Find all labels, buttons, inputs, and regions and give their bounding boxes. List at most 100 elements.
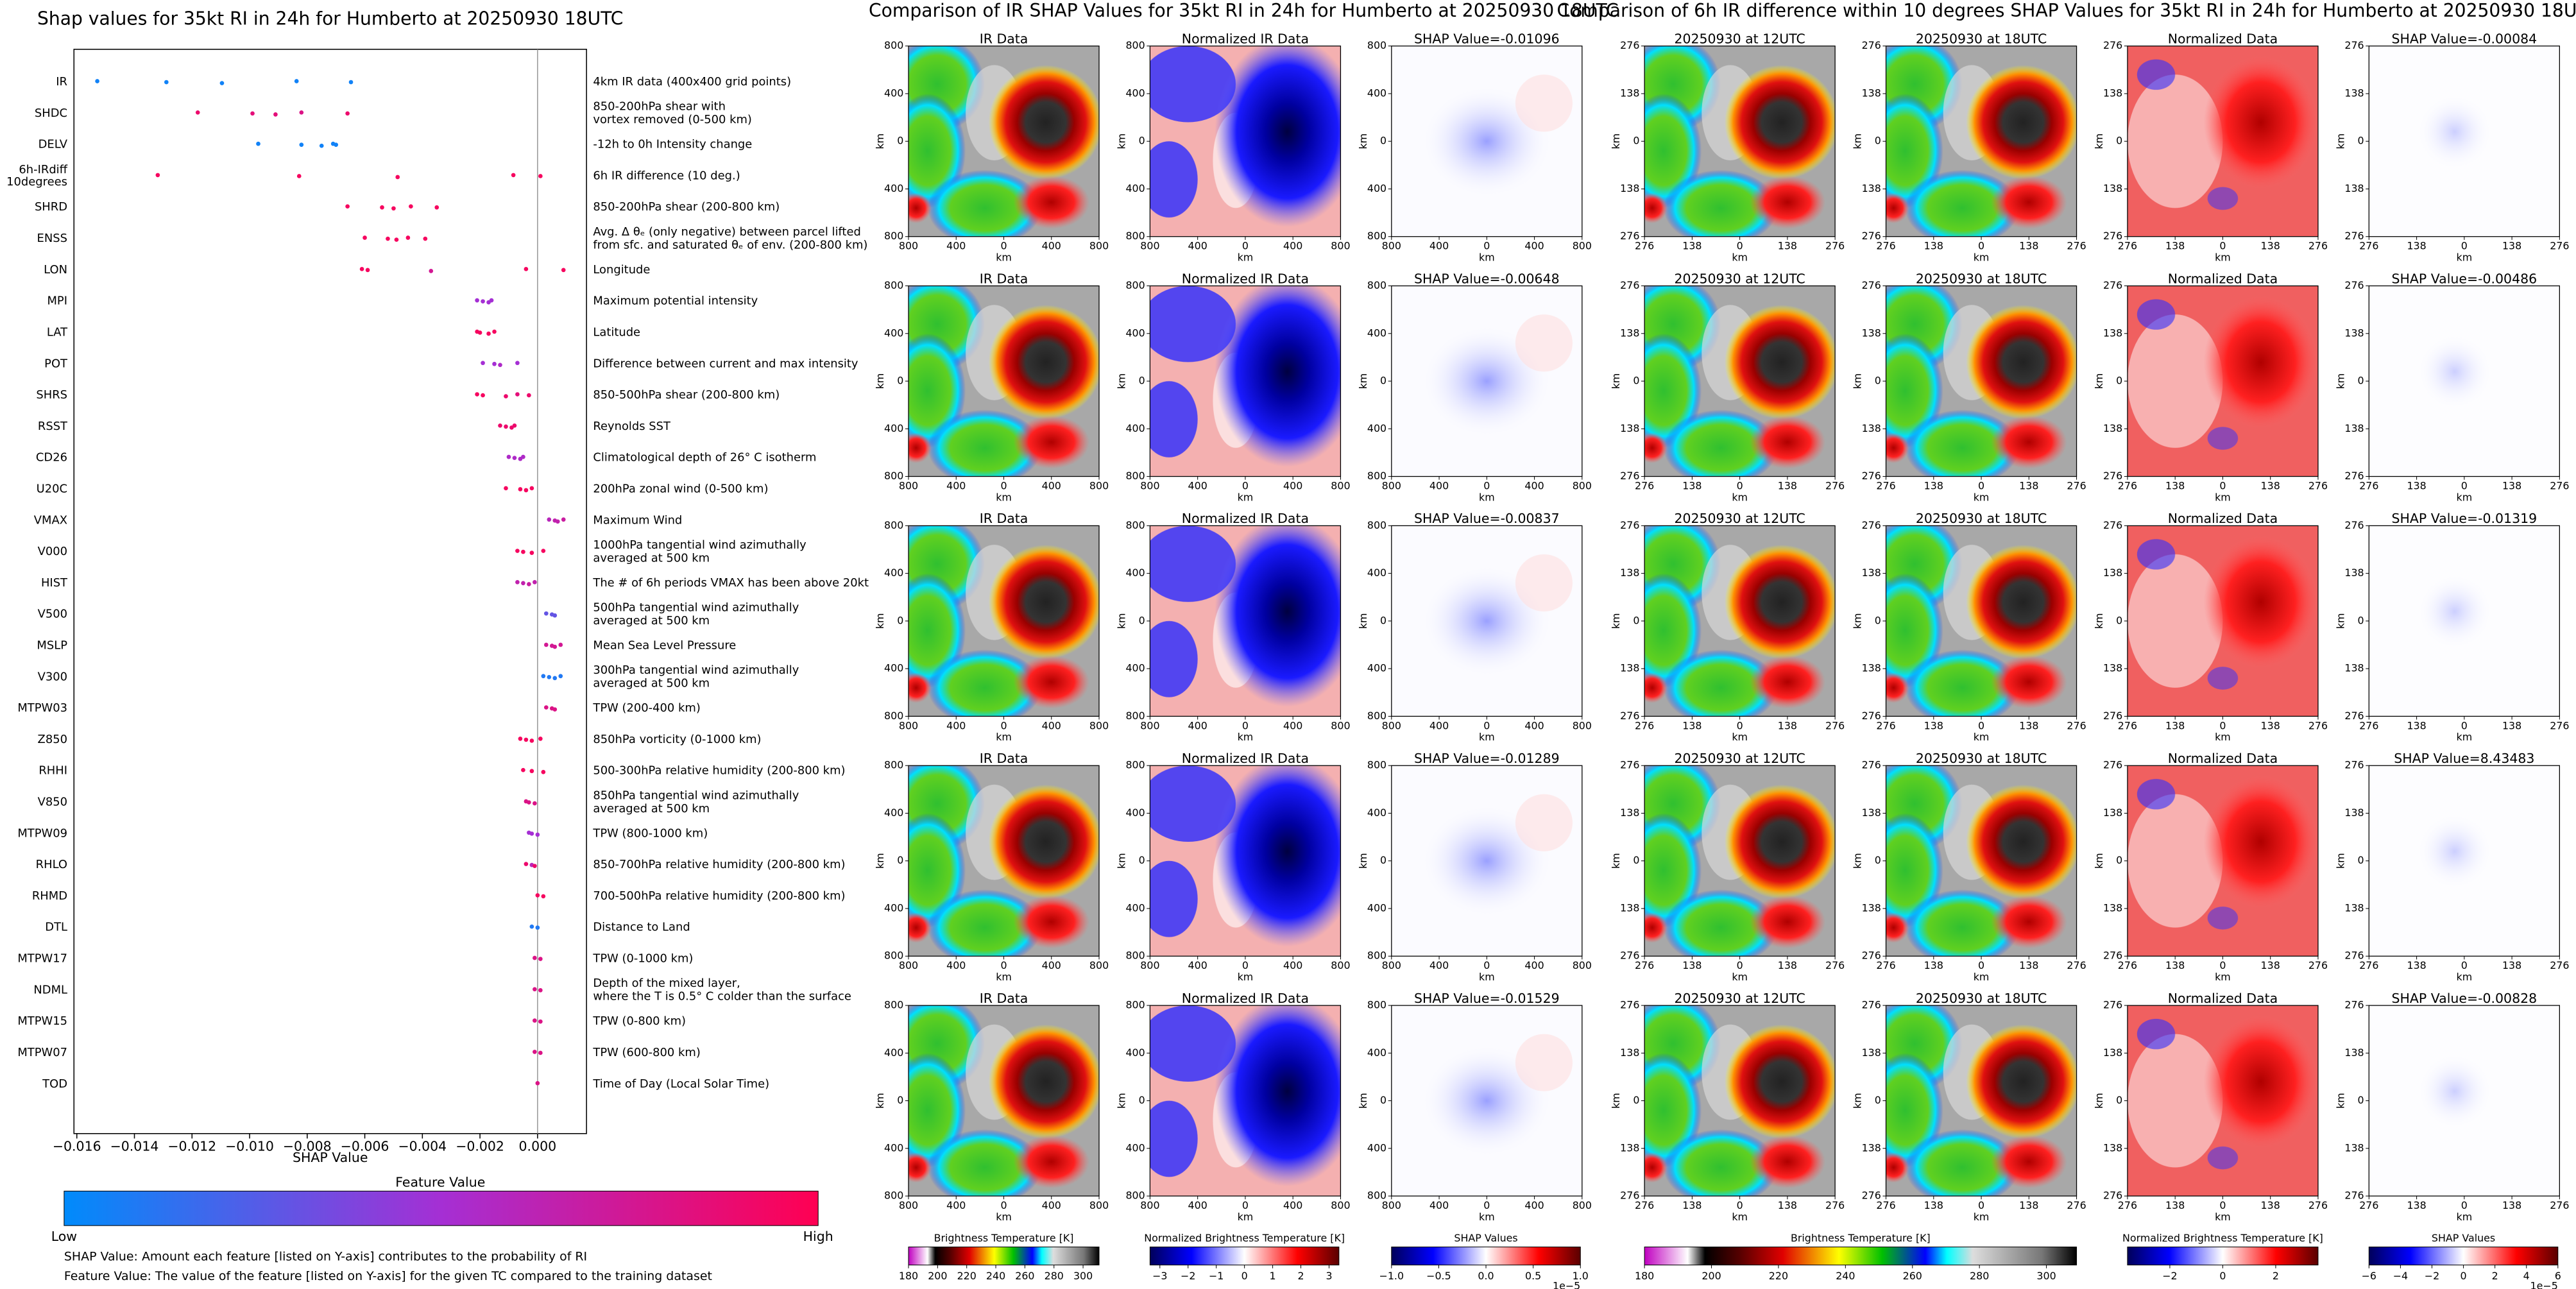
y-tick-label: 400 [1367, 422, 1386, 434]
feature-description: Longitude [593, 263, 650, 277]
image-panel [1150, 1005, 1341, 1197]
x-tick-label: −0.016 [53, 1138, 101, 1154]
y-tick-label: 138 [2103, 807, 2122, 819]
panel-title: 20250930 at 12UTC [1674, 751, 1805, 766]
x-tick-label: 276 [2067, 719, 2086, 731]
x-tick-label: 276 [1876, 479, 1895, 491]
shap-point [504, 394, 508, 398]
feature-label: MPI [47, 295, 67, 308]
feature-label: V500 [38, 608, 67, 621]
y-tick-label: 0 [1139, 1094, 1145, 1106]
x-tick-label: 800 [1140, 959, 1159, 971]
feature-description: 300hPa tangential wind azimuthally [593, 663, 799, 677]
y-tick-label: 138 [1620, 901, 1639, 914]
shap-point [561, 517, 566, 522]
y-tick-label: 400 [1125, 327, 1145, 339]
feature-description: Time of Day (Local Solar Time) [592, 1077, 769, 1091]
y-tick-label: 800 [1367, 39, 1386, 51]
y-tick-label: 800 [884, 279, 903, 291]
shap-point [533, 1018, 537, 1023]
x-tick-label: 0 [1242, 959, 1249, 971]
x-tick-label: 800 [1573, 959, 1592, 971]
x-tick-label: 0 [2219, 240, 2226, 252]
y-axis-label: km [1357, 373, 1369, 389]
y-tick-label: 0 [2358, 854, 2364, 866]
shap-point [521, 549, 525, 554]
x-tick-label: 276 [2308, 1199, 2328, 1211]
x-tick-label: 138 [2502, 479, 2521, 491]
shap-point [529, 831, 534, 836]
shap-point [423, 236, 428, 241]
colorbar-tick-label: 300 [1073, 1270, 1093, 1282]
y-tick-label: 276 [1862, 759, 1881, 771]
y-tick-label: 138 [1620, 807, 1639, 819]
x-tick-label: 276 [1876, 959, 1895, 971]
x-tick-label: 138 [2502, 1199, 2521, 1211]
y-tick-label: 800 [884, 1190, 903, 1202]
y-tick-label: 0 [1139, 135, 1145, 147]
y-tick-label: 276 [1862, 279, 1881, 291]
x-tick-label: 800 [899, 959, 918, 971]
y-tick-label: 800 [1367, 950, 1386, 962]
x-tick-label: 0.000 [519, 1138, 557, 1154]
feature-label: 10degrees [6, 175, 67, 189]
y-axis-label: km [1610, 133, 1622, 149]
y-axis-label: km [1357, 613, 1369, 629]
y-tick-label: 0 [1139, 854, 1145, 866]
feature-label: DELV [38, 138, 68, 151]
x-tick-label: 138 [1682, 479, 1702, 491]
y-tick-label: 800 [884, 519, 903, 531]
shap-point [533, 1050, 537, 1054]
y-tick-label: 276 [1620, 519, 1639, 531]
y-tick-label: 276 [1620, 759, 1639, 771]
image-panel [908, 1005, 1100, 1197]
panel-title: SHAP Value=-0.01319 [2392, 511, 2538, 526]
x-tick-label: 800 [1382, 479, 1401, 491]
y-tick-label: 0 [2358, 1094, 2364, 1106]
y-tick-label: 0 [897, 854, 903, 866]
y-tick-label: 800 [1367, 759, 1386, 771]
image-panel [1886, 765, 2077, 957]
colorbar-tick-label: 240 [986, 1270, 1005, 1282]
panel-title: Normalized Data [2168, 31, 2278, 46]
x-axis-label: km [1974, 1211, 1990, 1223]
shap-point [535, 925, 540, 930]
y-tick-label: 400 [884, 662, 903, 674]
y-tick-label: 800 [1367, 279, 1386, 291]
shap-point [296, 174, 302, 178]
y-tick-label: 400 [1367, 901, 1386, 914]
shap-point [434, 205, 439, 210]
shap-point [529, 738, 534, 743]
colorbar-tick-label: 180 [1635, 1270, 1654, 1282]
feature-label: POT [44, 357, 67, 370]
shap-point [547, 517, 552, 522]
colorbar-tick-label: 280 [1045, 1270, 1064, 1282]
x-axis-label: km [1974, 252, 1990, 264]
y-tick-label: 400 [884, 327, 903, 339]
shap-point [506, 454, 511, 459]
shap-point [273, 112, 278, 117]
colorbar-tick-label: 0.5 [1525, 1270, 1541, 1282]
feature-description: Distance to Land [593, 921, 690, 934]
x-tick-label: 138 [2165, 479, 2185, 491]
colorbar-tick-label: 260 [1015, 1270, 1034, 1282]
x-tick-label: −0.014 [110, 1138, 159, 1154]
y-tick-label: 138 [2344, 662, 2364, 674]
y-axis-label: km [1610, 853, 1622, 869]
y-tick-label: 138 [2344, 422, 2364, 434]
feature-label: LAT [47, 325, 67, 339]
shap-point [552, 613, 558, 618]
x-tick-label: 276 [2308, 479, 2328, 491]
shap-point [504, 486, 508, 491]
x-tick-label: 400 [1283, 479, 1302, 491]
y-tick-label: 276 [1620, 999, 1639, 1011]
x-tick-label: 400 [1524, 719, 1544, 731]
note: SHAP Value: Amount each feature [listed … [64, 1249, 587, 1263]
y-tick-label: 400 [1125, 422, 1145, 434]
y-tick-label: 276 [2344, 39, 2364, 51]
x-tick-label: 138 [2261, 1199, 2280, 1211]
colorbar-label: Feature Value [395, 1175, 485, 1190]
x-tick-label: 138 [1778, 479, 1797, 491]
x-tick-label: 400 [946, 719, 966, 731]
